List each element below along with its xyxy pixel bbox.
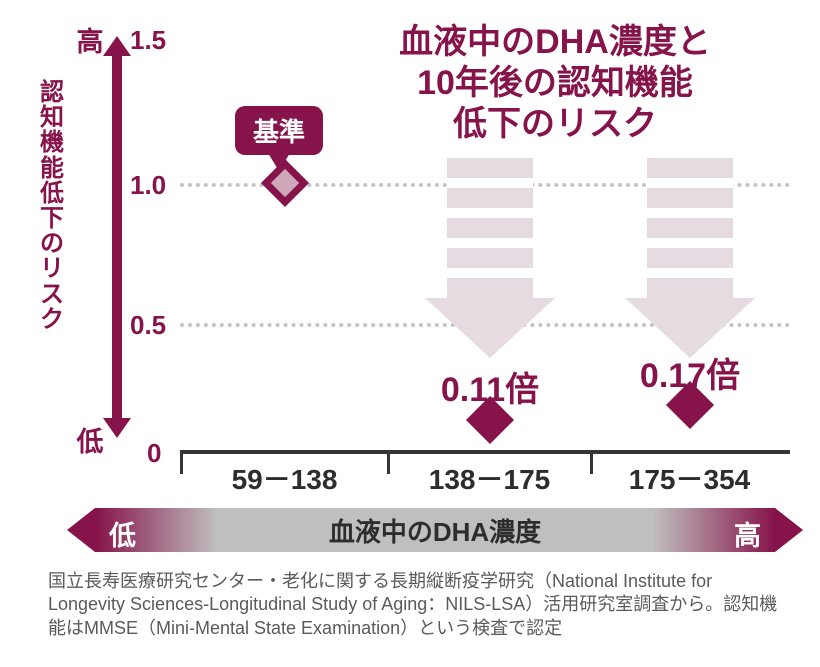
data-label-3: 0.17倍 xyxy=(590,348,790,397)
plot-area: 血液中のDHA濃度と 10年後の認知機能 低下のリスク 認知機能低下のリスク 高… xyxy=(30,20,790,510)
title-line-2: 10年後の認知機能 xyxy=(417,64,693,102)
y-tick-0.5: 0.5 xyxy=(130,310,180,341)
x-axis-line xyxy=(180,450,790,454)
x-axis-low-label: 低 xyxy=(109,514,136,553)
title-line-3: 低下のリスク xyxy=(453,105,657,143)
x-axis-title-bar: 低 血液中のDHA濃度 高 xyxy=(95,508,775,552)
y-tick-1.0: 1.0 xyxy=(130,170,180,201)
down-arrow-decoration-2 xyxy=(625,158,755,368)
x-category-3: 175－354 xyxy=(588,458,791,498)
chart-title: 血液中のDHA濃度と 10年後の認知機能 低下のリスク xyxy=(320,22,790,144)
y-axis-label: 認知機能低下のリスク xyxy=(38,80,66,332)
x-axis-high-label: 高 xyxy=(734,514,761,553)
reference-badge: 基準 xyxy=(235,106,323,155)
x-category-2: 138－175 xyxy=(388,458,591,498)
title-line-1: 血液中のDHA濃度と xyxy=(399,23,711,61)
y-tick-1.5: 1.5 xyxy=(130,25,180,56)
data-label-2: 0.11倍 xyxy=(390,362,590,411)
footnote-text: 国立長寿医療研究センター・老化に関する長期縦断疫学研究（National Ins… xyxy=(48,570,788,640)
y-axis-arrow-icon xyxy=(112,54,122,420)
chart-container: 血液中のDHA濃度と 10年後の認知機能 低下のリスク 認知機能低下のリスク 高… xyxy=(0,0,820,667)
down-arrow-decoration-1 xyxy=(425,158,555,368)
x-category-1: 59－138 xyxy=(183,458,386,498)
x-axis-title: 血液中のDHA濃度 xyxy=(329,512,541,549)
